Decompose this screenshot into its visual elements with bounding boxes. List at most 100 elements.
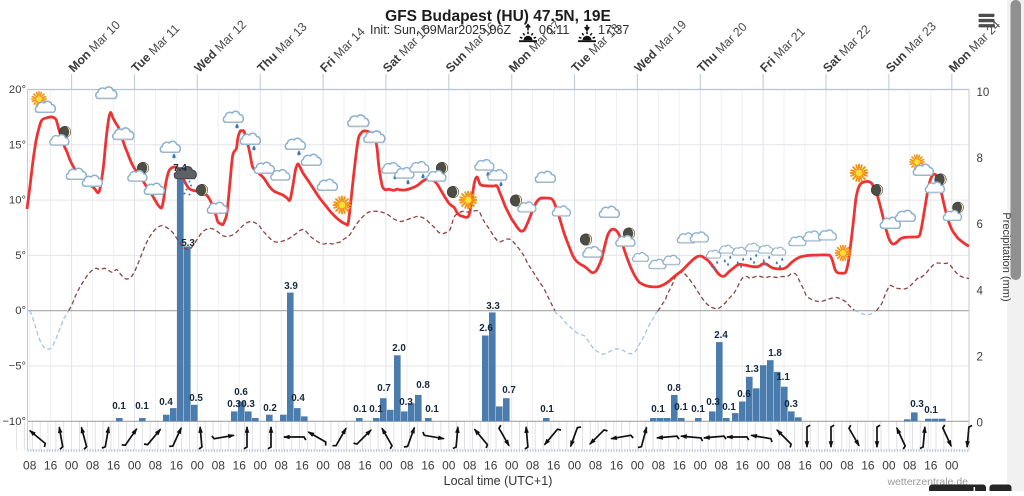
svg-text:1.8: 1.8: [768, 348, 782, 359]
svg-text:16: 16: [484, 459, 498, 473]
svg-text:00: 00: [882, 459, 896, 473]
svg-text:08: 08: [715, 459, 729, 473]
svg-text:08: 08: [275, 459, 289, 473]
svg-text:5°: 5°: [15, 250, 26, 262]
svg-text:0.1: 0.1: [924, 405, 938, 416]
svg-text:Precipitation (mm): Precipitation (mm): [1000, 212, 1012, 301]
svg-text:16: 16: [421, 459, 435, 473]
svg-text:0.8: 0.8: [416, 380, 430, 391]
svg-text:3.3: 3.3: [486, 301, 500, 312]
svg-text:7.4: 7.4: [173, 163, 187, 174]
svg-text:10°: 10°: [9, 195, 26, 207]
svg-text:2.0: 2.0: [392, 343, 406, 354]
svg-text:Init: Sun, 09Mar2025 06Z: Init: Sun, 09Mar2025 06Z: [370, 23, 511, 37]
svg-text:16: 16: [295, 459, 309, 473]
svg-text:0.3: 0.3: [784, 399, 798, 410]
svg-text:16: 16: [547, 459, 561, 473]
svg-text:00: 00: [756, 459, 770, 473]
svg-text:00: 00: [819, 459, 833, 473]
svg-text:10: 10: [977, 87, 990, 99]
svg-text:00: 00: [65, 459, 79, 473]
svg-text:Local time (UTC+1): Local time (UTC+1): [444, 474, 553, 488]
svg-text:0.3: 0.3: [910, 399, 924, 410]
svg-text:0.1: 0.1: [651, 404, 665, 415]
svg-text:0.5: 0.5: [189, 393, 203, 404]
svg-text:−10°: −10°: [2, 416, 26, 428]
svg-text:08: 08: [652, 459, 666, 473]
svg-text:08: 08: [86, 459, 100, 473]
svg-text:0°: 0°: [15, 305, 26, 317]
svg-text:16: 16: [673, 459, 687, 473]
svg-text:08: 08: [589, 459, 603, 473]
svg-text:0.3: 0.3: [241, 399, 255, 410]
svg-text:08: 08: [777, 459, 791, 473]
svg-text:00: 00: [316, 459, 330, 473]
svg-text:0.6: 0.6: [234, 387, 248, 398]
svg-text:15°: 15°: [9, 139, 26, 151]
svg-text:0.3: 0.3: [227, 399, 241, 410]
svg-text:0: 0: [977, 418, 983, 430]
svg-text:0.4: 0.4: [159, 397, 173, 408]
svg-text:08: 08: [903, 459, 917, 473]
svg-text:0.1: 0.1: [691, 404, 705, 415]
svg-text:06:11: 06:11: [539, 23, 569, 37]
svg-text:17:37: 17:37: [598, 23, 629, 37]
svg-text:16: 16: [610, 459, 624, 473]
svg-text:16: 16: [736, 459, 750, 473]
svg-text:00: 00: [128, 459, 142, 473]
svg-text:0.4: 0.4: [291, 393, 305, 404]
svg-text:0.1: 0.1: [369, 404, 383, 415]
svg-text:3.9: 3.9: [284, 281, 298, 292]
svg-text:0.1: 0.1: [722, 402, 736, 413]
svg-text:00: 00: [945, 459, 959, 473]
svg-text:0.1: 0.1: [425, 404, 439, 415]
svg-text:0.2: 0.2: [263, 403, 277, 414]
svg-text:16: 16: [233, 459, 247, 473]
svg-text:16: 16: [170, 459, 184, 473]
svg-text:4: 4: [977, 285, 984, 297]
svg-text:00: 00: [631, 459, 645, 473]
svg-text:0.1: 0.1: [112, 401, 126, 412]
svg-text:08: 08: [149, 459, 163, 473]
svg-text:0.1: 0.1: [674, 402, 688, 413]
svg-text:08: 08: [337, 459, 351, 473]
svg-text:0.3: 0.3: [706, 397, 720, 408]
svg-text:2.6: 2.6: [479, 323, 493, 334]
svg-text:08: 08: [526, 459, 540, 473]
svg-text:0.8: 0.8: [667, 383, 681, 394]
svg-text:1.3: 1.3: [745, 364, 759, 375]
svg-text:8: 8: [977, 153, 983, 165]
svg-text:16: 16: [358, 459, 372, 473]
svg-text:08: 08: [23, 459, 37, 473]
svg-text:0.1: 0.1: [540, 404, 554, 415]
svg-text:0.7: 0.7: [377, 383, 391, 394]
svg-text:16: 16: [107, 459, 121, 473]
svg-text:16: 16: [44, 459, 58, 473]
svg-text:08: 08: [212, 459, 226, 473]
svg-text:−5°: −5°: [9, 361, 26, 373]
svg-text:00: 00: [568, 459, 582, 473]
svg-text:5.3: 5.3: [181, 238, 195, 249]
svg-text:16: 16: [798, 459, 812, 473]
svg-text:0.3: 0.3: [399, 397, 413, 408]
svg-text:0.6: 0.6: [737, 389, 751, 400]
svg-text:1.1: 1.1: [776, 372, 790, 383]
svg-text:2: 2: [977, 351, 983, 363]
svg-text:20°: 20°: [9, 84, 26, 96]
svg-text:0.1: 0.1: [353, 404, 367, 415]
svg-text:00: 00: [442, 459, 456, 473]
svg-text:0.7: 0.7: [502, 385, 516, 396]
svg-text:00: 00: [505, 459, 519, 473]
svg-text:GFS Budapest (HU) 47.5N, 19E: GFS Budapest (HU) 47.5N, 19E: [385, 8, 611, 25]
svg-text:00: 00: [379, 459, 393, 473]
svg-text:16: 16: [861, 459, 875, 473]
svg-text:08: 08: [840, 459, 854, 473]
svg-text:16: 16: [924, 459, 938, 473]
svg-text:00: 00: [254, 459, 268, 473]
svg-text:00: 00: [191, 459, 205, 473]
svg-text:00: 00: [694, 459, 708, 473]
svg-text:0.1: 0.1: [135, 401, 149, 412]
svg-text:2.4: 2.4: [714, 330, 728, 341]
svg-text:6: 6: [977, 219, 983, 231]
svg-text:08: 08: [400, 459, 414, 473]
